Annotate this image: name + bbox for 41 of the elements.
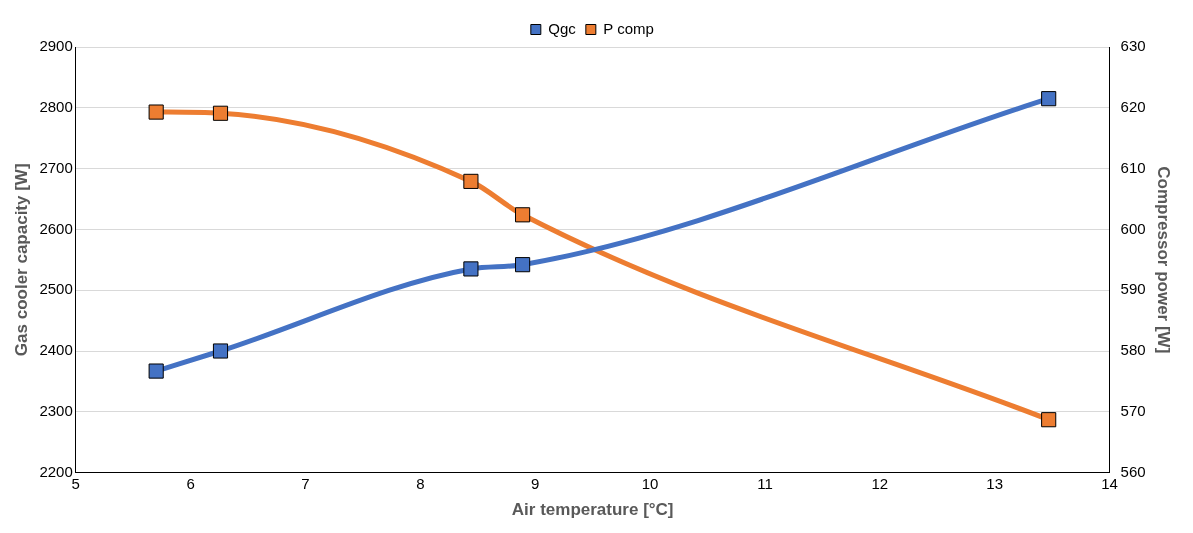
legend-label: Qgc [548,19,577,37]
y2-tick-label: 630 [1120,37,1146,55]
y-tick-label: 2200 [39,462,73,480]
y-tick-label: 2600 [39,219,73,237]
y-tick-label: 2300 [39,401,73,419]
y2-tick-label: 600 [1120,219,1146,237]
x-tick-label: 13 [986,474,1004,492]
y-tick-label: 2700 [39,158,73,176]
y2-axis-title: Compressor power [W] [1154,166,1174,354]
y2-tick-label: 590 [1120,280,1146,298]
x-tick-label: 9 [531,474,540,492]
y-tick-label: 2400 [39,341,73,359]
y2-tick-label: 560 [1120,462,1146,480]
point [515,257,531,273]
x-tick-label: 12 [871,474,889,492]
y2-tick-label: 570 [1120,401,1146,419]
y-tick-label: 2900 [39,37,73,55]
point [148,104,164,120]
point [212,343,229,359]
x-tick-label: 8 [416,474,425,492]
y2-tick-label: 610 [1120,158,1146,176]
y-tick-label: 2800 [39,97,73,115]
point [212,105,229,121]
point [463,261,479,277]
y-axis-title: Gas cooler capacity [W] [11,163,31,357]
x-tick-label: 11 [757,474,773,492]
x-tick-label: 10 [641,474,659,492]
point [1041,91,1057,107]
x-tick-label: 7 [301,474,310,492]
y2-tick-label: 580 [1120,341,1146,359]
point [1041,412,1057,428]
x-tick-label: 6 [186,474,195,492]
y2-tick-label: 620 [1120,97,1146,115]
legend-label: P comp [603,19,654,37]
point [463,173,479,189]
x-tick-label: 5 [71,474,80,492]
x-tick-label: 14 [1101,474,1118,492]
point [148,363,164,379]
y-tick-label: 2500 [39,280,73,298]
point [515,207,531,223]
x-axis-title: Air temperature [°C] [511,500,674,520]
